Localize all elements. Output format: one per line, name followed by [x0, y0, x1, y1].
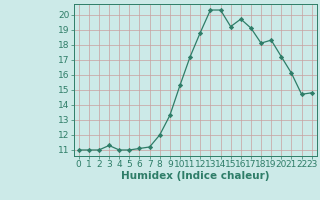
- X-axis label: Humidex (Indice chaleur): Humidex (Indice chaleur): [121, 171, 269, 181]
